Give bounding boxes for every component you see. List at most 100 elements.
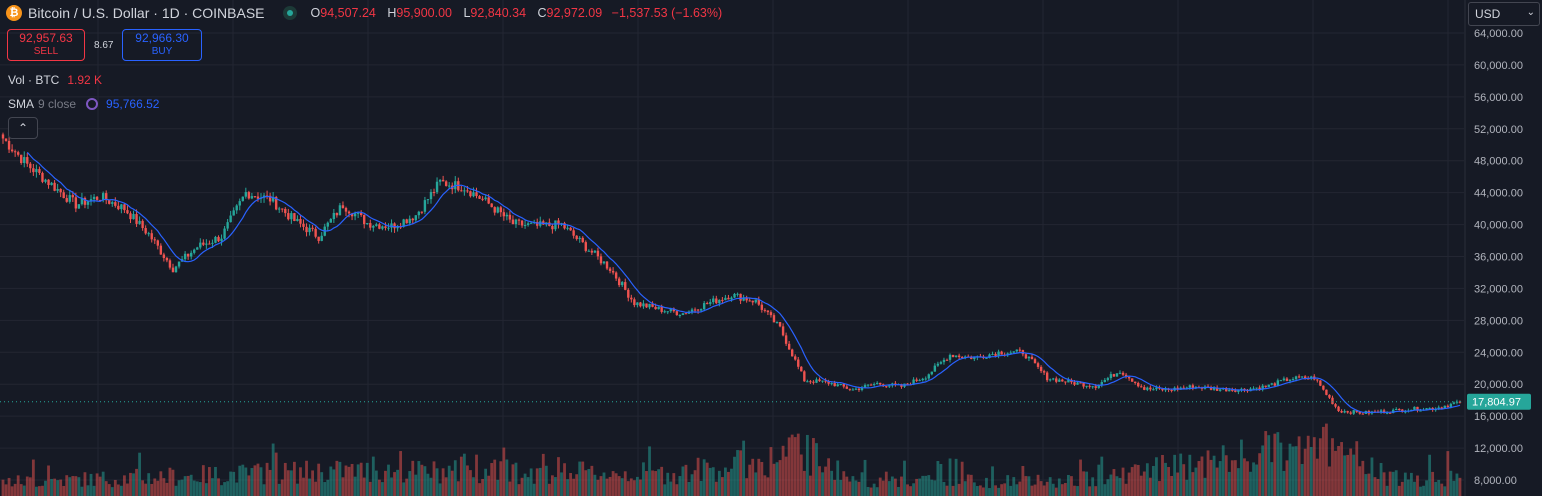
candle-body	[384, 226, 387, 228]
volume-bar	[447, 465, 451, 496]
volume-bar	[699, 480, 703, 496]
volume-bar	[778, 460, 782, 496]
volume-bar	[951, 485, 955, 496]
volume-bar	[1440, 483, 1444, 496]
candle-body	[214, 236, 217, 243]
candle-body	[736, 293, 739, 295]
sma-indicator-legend[interactable]: SMA 9 close 95,766.52	[8, 97, 159, 111]
candle-body	[906, 383, 909, 385]
candle-body	[1006, 353, 1009, 355]
candle-body	[991, 353, 994, 355]
candle-body	[827, 381, 830, 384]
currency-select[interactable]: USD ⌄	[1468, 2, 1540, 26]
candle-body	[396, 226, 399, 229]
candle-body	[253, 196, 257, 198]
volume-bar	[238, 465, 242, 496]
volume-bar	[678, 476, 682, 496]
symbol-title[interactable]: Bitcoin / U.S. Dollar · 1D · COINBASE	[28, 5, 265, 21]
volume-bar	[696, 457, 700, 496]
volume-bar	[247, 475, 251, 496]
volume-bar	[1285, 460, 1289, 496]
candle-body	[108, 200, 111, 204]
candle-body	[1291, 379, 1295, 381]
volume-bar	[192, 480, 196, 496]
candle-body	[1152, 389, 1155, 391]
candle-body	[296, 218, 299, 222]
volume-bar	[135, 468, 138, 496]
candle-body	[1082, 382, 1085, 387]
candle-body	[1146, 387, 1149, 390]
candle-body	[281, 208, 284, 210]
candle-body	[311, 227, 314, 229]
close-value: 92,972.09	[546, 6, 603, 20]
candle-body	[405, 219, 408, 224]
volume-bar	[347, 466, 351, 496]
volume-bar	[839, 479, 843, 496]
candle-body	[235, 205, 238, 211]
volume-bar	[1249, 471, 1252, 496]
candle-body	[120, 204, 123, 210]
candle-body	[165, 257, 169, 261]
candle-body	[20, 154, 23, 163]
candle-body	[1395, 408, 1398, 410]
volume-bar	[1224, 455, 1228, 496]
candle-body	[1416, 406, 1419, 411]
volume-bar	[1167, 467, 1170, 496]
candle-body	[712, 298, 715, 303]
volume-bar	[186, 475, 190, 496]
volume-bar	[1164, 462, 1167, 496]
volume-bar	[945, 485, 949, 496]
candle-body	[866, 384, 870, 386]
volume-bar	[1455, 473, 1459, 496]
volume-bar	[1212, 455, 1216, 496]
candle-body	[1279, 380, 1283, 382]
volume-bar	[666, 472, 670, 496]
candle-body	[724, 297, 727, 301]
volume-bar	[444, 477, 448, 496]
candle-body	[557, 220, 560, 225]
candle-body	[226, 222, 229, 229]
candlesticks	[1, 132, 1462, 416]
volume-bar	[593, 474, 597, 496]
volume-bar	[1218, 461, 1222, 496]
candle-body	[815, 379, 818, 383]
volume-bar	[232, 471, 236, 496]
volume-bar	[1106, 479, 1110, 496]
candle-body	[721, 299, 724, 301]
volume-bar	[256, 463, 260, 496]
volume-bar	[957, 483, 961, 496]
price-tick-label: 12,000.00	[1474, 443, 1523, 455]
candle-body	[621, 282, 624, 286]
candle-body	[624, 282, 627, 290]
candle-body	[381, 226, 384, 229]
volume-bar	[1006, 475, 1010, 496]
volume-bar	[1197, 461, 1201, 496]
buy-button[interactable]: 92,966.30 BUY	[122, 29, 202, 61]
volume-bar	[547, 483, 551, 496]
volume-bar	[1139, 475, 1143, 496]
candle-body	[463, 190, 466, 192]
volume-indicator-legend[interactable]: Vol · BTC 1.92 K	[8, 73, 102, 87]
volume-bar	[441, 468, 445, 496]
candle-body	[1428, 407, 1431, 409]
candle-body	[663, 311, 666, 313]
volume-bar	[1079, 459, 1082, 496]
candle-body	[930, 371, 934, 375]
candle-body	[23, 157, 26, 163]
volume-bar	[332, 469, 336, 496]
collapse-legend-button[interactable]: ⌃	[8, 117, 38, 139]
candle-body	[845, 386, 849, 389]
volume-bar	[1422, 485, 1425, 496]
volume-bar	[384, 470, 387, 496]
volume-bar	[757, 458, 761, 496]
candle-body	[141, 220, 144, 229]
volume-bar	[414, 474, 418, 496]
candle-body	[709, 302, 712, 304]
candle-body	[50, 182, 53, 186]
sell-button[interactable]: 92,957.63 SELL	[7, 29, 85, 61]
candle-body	[171, 267, 175, 273]
candle-body	[308, 227, 311, 233]
volume-bar	[1100, 456, 1104, 496]
